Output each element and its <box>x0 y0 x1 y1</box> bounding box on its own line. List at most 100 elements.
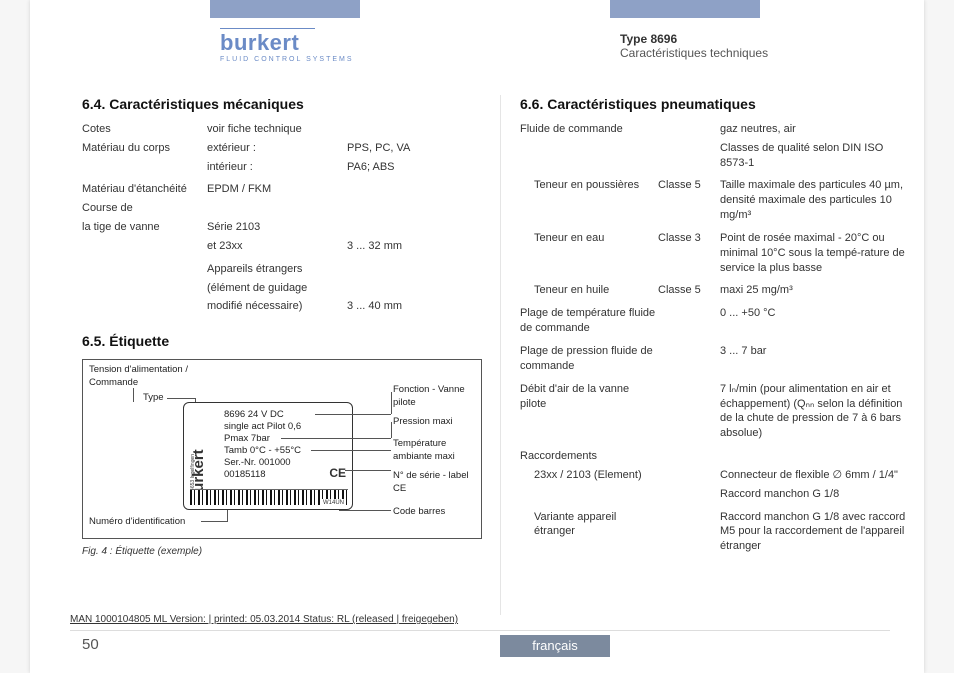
cell: voir fiche technique <box>207 122 347 137</box>
lead-type <box>167 398 195 399</box>
type-plate: burkert D-74653 Ingelfingen 8696 24 V DC… <box>183 402 353 510</box>
column-divider <box>500 95 501 615</box>
cell: Fluide de commande <box>520 122 658 137</box>
cell: Raccord manchon G 1/8 avec raccord M5 po… <box>720 510 910 555</box>
cell: Débit d'air de la vanne pilote <box>520 382 658 441</box>
cell <box>82 239 207 254</box>
cell: PA6; ABS <box>347 160 482 175</box>
cell: Teneur en eau <box>520 231 658 276</box>
table-row: Cotesvoir fiche technique <box>82 122 482 137</box>
top-bar-block-left <box>210 0 360 18</box>
page-number: 50 <box>82 636 99 653</box>
table-row: Matériau du corpsextérieur :PPS, PC, VA <box>82 141 482 156</box>
cell: Matériau du corps <box>82 141 207 156</box>
lead-pmax-v <box>391 422 392 438</box>
ann-serial: N° de série - label CE <box>393 470 473 496</box>
table-row: la tige de vanneSérie 2103 <box>82 220 482 235</box>
cell: EPDM / FKM <box>207 182 347 197</box>
cell: Connecteur de flexible ∅ 6mm / 1/4" <box>720 468 910 483</box>
table-row: Débit d'air de la vanne pilote 7 lₙ/min (… <box>520 382 910 441</box>
plate-l2: single act Pilot 0,6 <box>224 421 301 433</box>
right-column: 6.6. Caractéristiques pneumatiques Fluid… <box>520 95 910 558</box>
cell <box>347 201 482 216</box>
cell <box>347 262 482 277</box>
cell: Cotes <box>82 122 207 137</box>
cell: 0 ... +50 °C <box>720 306 910 336</box>
left-column: 6.4. Caractéristiques mécaniques Cotesvo… <box>82 95 482 559</box>
cell: Course de <box>82 201 207 216</box>
document-sheet: burkert FLUID CONTROL SYSTEMS Type 8696 … <box>30 0 924 673</box>
section-6-4-body: Cotesvoir fiche techniqueMatériau du cor… <box>82 122 482 314</box>
cell: modifié nécessaire) <box>207 299 347 314</box>
cell: extérieur : <box>207 141 347 156</box>
lead-func <box>315 414 391 415</box>
footer-rule <box>70 630 890 631</box>
table-row: intérieur :PA6; ABS <box>82 160 482 175</box>
heading-6-6: 6.6. Caractéristiques pneumatiques <box>520 95 910 114</box>
table-row: Classes de qualité selon DIN ISO 8573-1 <box>520 141 910 171</box>
table-row: Fluide de commandegaz neutres, air <box>520 122 910 137</box>
table-row: Matériau d'étanchéitéEPDM / FKM <box>82 182 482 197</box>
lead-func-v <box>391 392 392 414</box>
cell: (élément de guidage <box>207 281 347 296</box>
man-footer-line: MAN 1000104805 ML Version: | printed: 05… <box>70 614 790 625</box>
ann-tamb: Température ambiante maxi <box>393 438 473 464</box>
cell <box>207 201 347 216</box>
cell: Point de rosée maximal - 20°C ou minimal… <box>720 231 910 276</box>
plate-text: 8696 24 V DC single act Pilot 0,6 Pmax 7… <box>224 409 301 480</box>
ann-ident: Numéro d'identification <box>89 516 185 529</box>
cell: maxi 25 mg/m³ <box>720 283 910 298</box>
etiquette-diagram: Tension d'alimentation / Commande Type N… <box>82 359 482 539</box>
cell: et 23xx <box>207 239 347 254</box>
cell: 3 ... 40 mm <box>347 299 482 314</box>
cell: Raccord manchon G 1/8 <box>720 487 910 502</box>
cell: Classe 5 <box>658 283 720 298</box>
cell: 7 lₙ/min (pour alimentation en air et éc… <box>720 382 910 441</box>
cell: Classe 3 <box>658 231 720 276</box>
plate-ce: CE <box>329 465 346 481</box>
cell <box>347 182 482 197</box>
brand-overline <box>220 28 315 29</box>
table-row: Raccord manchon G 1/8 <box>520 487 910 502</box>
cell: PPS, PC, VA <box>347 141 482 156</box>
ann-type: Type <box>143 392 164 405</box>
heading-6-5: 6.5. Étiquette <box>82 332 482 351</box>
lead-barcode <box>339 510 391 511</box>
cell: Plage de température fluide de commande <box>520 306 658 336</box>
cell: Teneur en huile <box>520 283 658 298</box>
brand-tagline: FLUID CONTROL SYSTEMS <box>220 56 354 63</box>
cell: Appareils étrangers <box>207 262 347 277</box>
plate-l6: 00185118 <box>224 469 301 481</box>
language-badge: français <box>500 635 610 657</box>
plate-l5: Ser.-Nr. 001000 <box>224 457 301 469</box>
cell <box>347 122 482 137</box>
ann-supply: Tension d'alimentation / Commande <box>89 364 219 390</box>
plate-barcode-txt: W14UN <box>321 499 346 507</box>
table-row: 23xx / 2103 (Element)Connecteur de flexi… <box>520 468 910 483</box>
cell: Plage de pression fluide de commande <box>520 344 658 374</box>
fig4-caption: Fig. 4 : Étiquette (exemple) <box>82 545 482 559</box>
cell: intérieur : <box>207 160 347 175</box>
cell <box>82 160 207 175</box>
cell <box>82 262 207 277</box>
table-row: Variante appareil étrangerRaccord mancho… <box>520 510 910 555</box>
table-row: Raccordements <box>520 449 910 464</box>
ann-func: Fonction - Vanne pilote <box>393 384 473 410</box>
cell: 3 ... 7 bar <box>720 344 910 374</box>
table-row: et 23xx3 ... 32 mm <box>82 239 482 254</box>
table-row: Plage de température fluide de commande 0… <box>520 306 910 336</box>
section-6-6-body: Fluide de commandegaz neutres, air Classe… <box>520 122 910 554</box>
cell: Classe 5 <box>658 178 720 223</box>
page-container: burkert FLUID CONTROL SYSTEMS Type 8696 … <box>0 0 954 673</box>
cell: Matériau d'étanchéité <box>82 182 207 197</box>
top-bar-block-right <box>610 0 760 18</box>
table-row: Teneur en huileClasse 5maxi 25 mg/m³ <box>520 283 910 298</box>
cell <box>347 281 482 296</box>
ann-barcode: Code barres <box>393 506 445 519</box>
lead-serial <box>345 470 391 471</box>
doc-section: Caractéristiques techniques <box>620 46 768 60</box>
table-row: modifié nécessaire)3 ... 40 mm <box>82 299 482 314</box>
cell <box>720 449 910 464</box>
table-row: Plage de pression fluide de commande 3 ..… <box>520 344 910 374</box>
top-bar <box>30 0 924 18</box>
